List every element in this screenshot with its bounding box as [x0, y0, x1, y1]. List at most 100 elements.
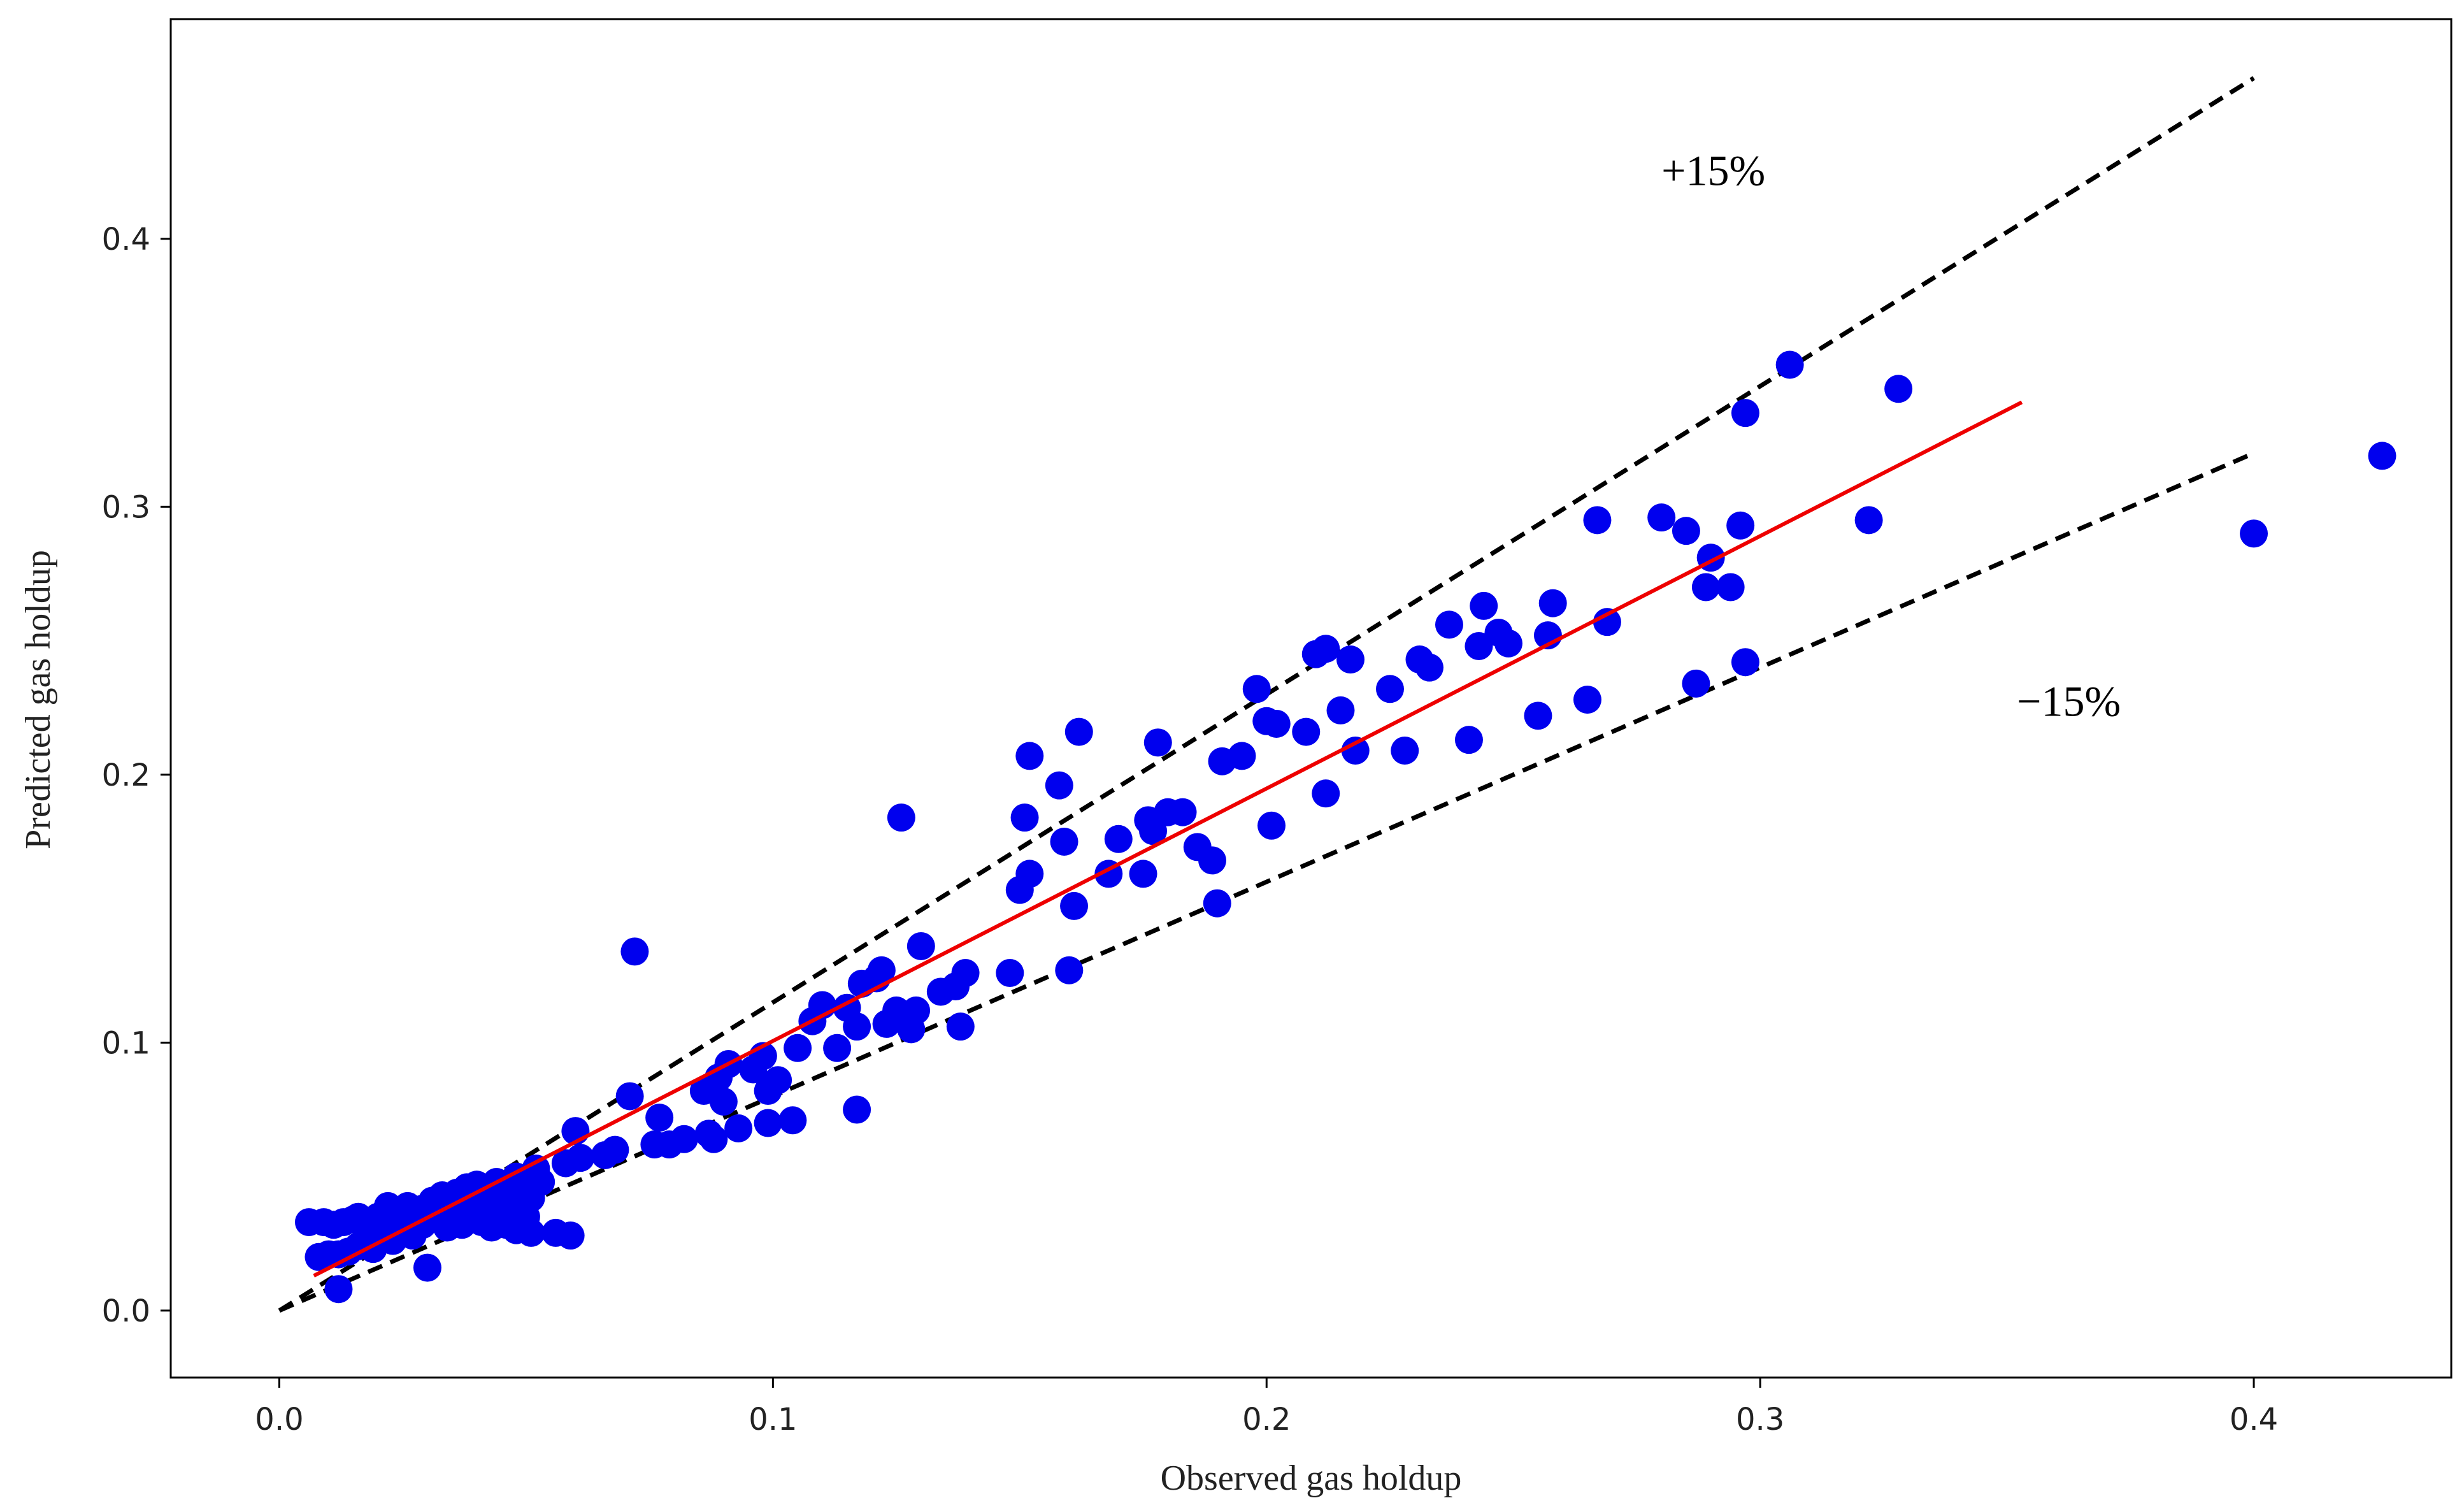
y-tick-label: 0.3: [102, 489, 150, 525]
minus-15-percent-annotation: −15%: [2017, 677, 2121, 725]
data-point: [1336, 645, 1365, 674]
data-point: [699, 1125, 728, 1153]
data-point: [882, 996, 911, 1025]
data-point: [1470, 591, 1498, 620]
data-point: [1465, 632, 1493, 660]
y-tick-label: 0.2: [102, 758, 150, 793]
data-point: [2368, 442, 2396, 470]
data-point: [1647, 503, 1676, 532]
data-point: [566, 1144, 595, 1172]
data-point: [2240, 519, 2268, 548]
data-point: [1775, 350, 1804, 379]
data-point: [1341, 737, 1370, 765]
data-point: [1312, 635, 1340, 663]
data-point: [843, 1012, 871, 1041]
data-point: [1494, 629, 1522, 658]
plus-15-percent-annotation: +15%: [1661, 147, 1765, 195]
data-point: [1312, 779, 1340, 808]
data-point: [413, 1253, 441, 1282]
data-point: [1292, 717, 1321, 746]
data-point: [1691, 573, 1720, 601]
data-point: [951, 959, 980, 988]
data-point: [1326, 696, 1355, 724]
data-point: [601, 1135, 629, 1164]
data-point: [615, 1082, 644, 1111]
data-point: [1262, 709, 1291, 738]
data-point: [1064, 717, 1093, 746]
lower-bound-line: [278, 451, 2255, 1313]
data-point: [1726, 511, 1755, 540]
data-point: [1228, 742, 1256, 770]
data-point: [1015, 742, 1044, 770]
data-point: [823, 1033, 852, 1062]
data-point: [887, 803, 915, 832]
y-axis-label: Predicted gas holdup: [18, 550, 58, 849]
x-tick-label: 0.4: [2230, 1402, 2278, 1437]
data-point: [1583, 506, 1612, 535]
y-tick-label: 0.1: [102, 1025, 150, 1061]
data-point: [1104, 824, 1133, 853]
data-point: [517, 1218, 545, 1247]
data-point: [1454, 726, 1483, 754]
x-tick-label: 0.3: [1736, 1402, 1784, 1437]
fit-layer: [313, 400, 2023, 1278]
data-point: [1731, 648, 1759, 677]
data-point: [906, 932, 935, 960]
data-point: [620, 937, 649, 966]
data-point: [1391, 737, 1419, 765]
data-point: [1524, 702, 1552, 730]
x-tick-label: 0.2: [1242, 1402, 1291, 1437]
x-tick-label: 0.0: [255, 1402, 303, 1437]
data-point: [1139, 817, 1168, 846]
data-point: [1060, 891, 1089, 920]
scatter-points: [294, 350, 2396, 1304]
data-point: [946, 1012, 975, 1041]
x-axis: 0.0 0.1 0.2 0.3 0.4: [255, 1378, 2278, 1437]
data-point: [645, 1104, 674, 1132]
data-point: [1257, 811, 1286, 840]
data-point: [1672, 517, 1700, 545]
data-point: [1538, 589, 1567, 617]
data-point: [1143, 728, 1172, 757]
data-point: [1716, 573, 1745, 601]
data-point: [754, 1109, 782, 1137]
data-point: [527, 1168, 555, 1197]
data-point: [670, 1125, 698, 1153]
data-point: [1731, 399, 1759, 428]
data-point: [724, 1114, 753, 1142]
data-point: [1015, 860, 1044, 888]
data-point: [1593, 608, 1621, 637]
data-point: [1573, 686, 1601, 714]
data-point: [867, 956, 896, 984]
data-point: [556, 1221, 585, 1250]
data-point: [1854, 506, 1883, 535]
y-tick-label: 0.4: [102, 222, 150, 257]
x-axis-label: Observed gas holdup: [1161, 1458, 1462, 1498]
data-point: [1010, 803, 1039, 832]
data-point: [784, 1033, 812, 1062]
data-point: [1242, 675, 1271, 703]
data-point: [764, 1066, 792, 1095]
data-point: [1055, 956, 1084, 984]
fit-line: [313, 400, 2023, 1278]
data-point: [1198, 846, 1227, 875]
data-point: [778, 1106, 807, 1135]
data-point: [1203, 889, 1231, 918]
data-point: [324, 1275, 353, 1304]
data-point: [902, 996, 931, 1025]
data-point: [709, 1087, 738, 1116]
data-point: [843, 1095, 871, 1124]
data-point: [1168, 798, 1197, 826]
plot-frame: [169, 18, 2453, 1379]
data-point: [1050, 827, 1078, 856]
x-tick-label: 0.1: [749, 1402, 797, 1437]
data-point: [1045, 771, 1073, 800]
data-point: [1129, 860, 1157, 888]
data-point: [1435, 610, 1463, 639]
y-tick-label: 0.0: [102, 1293, 150, 1329]
y-axis: 0.0 0.1 0.2 0.3 0.4: [102, 222, 171, 1329]
data-point: [1884, 375, 1913, 403]
data-point: [1415, 653, 1443, 682]
data-point: [1375, 675, 1404, 703]
